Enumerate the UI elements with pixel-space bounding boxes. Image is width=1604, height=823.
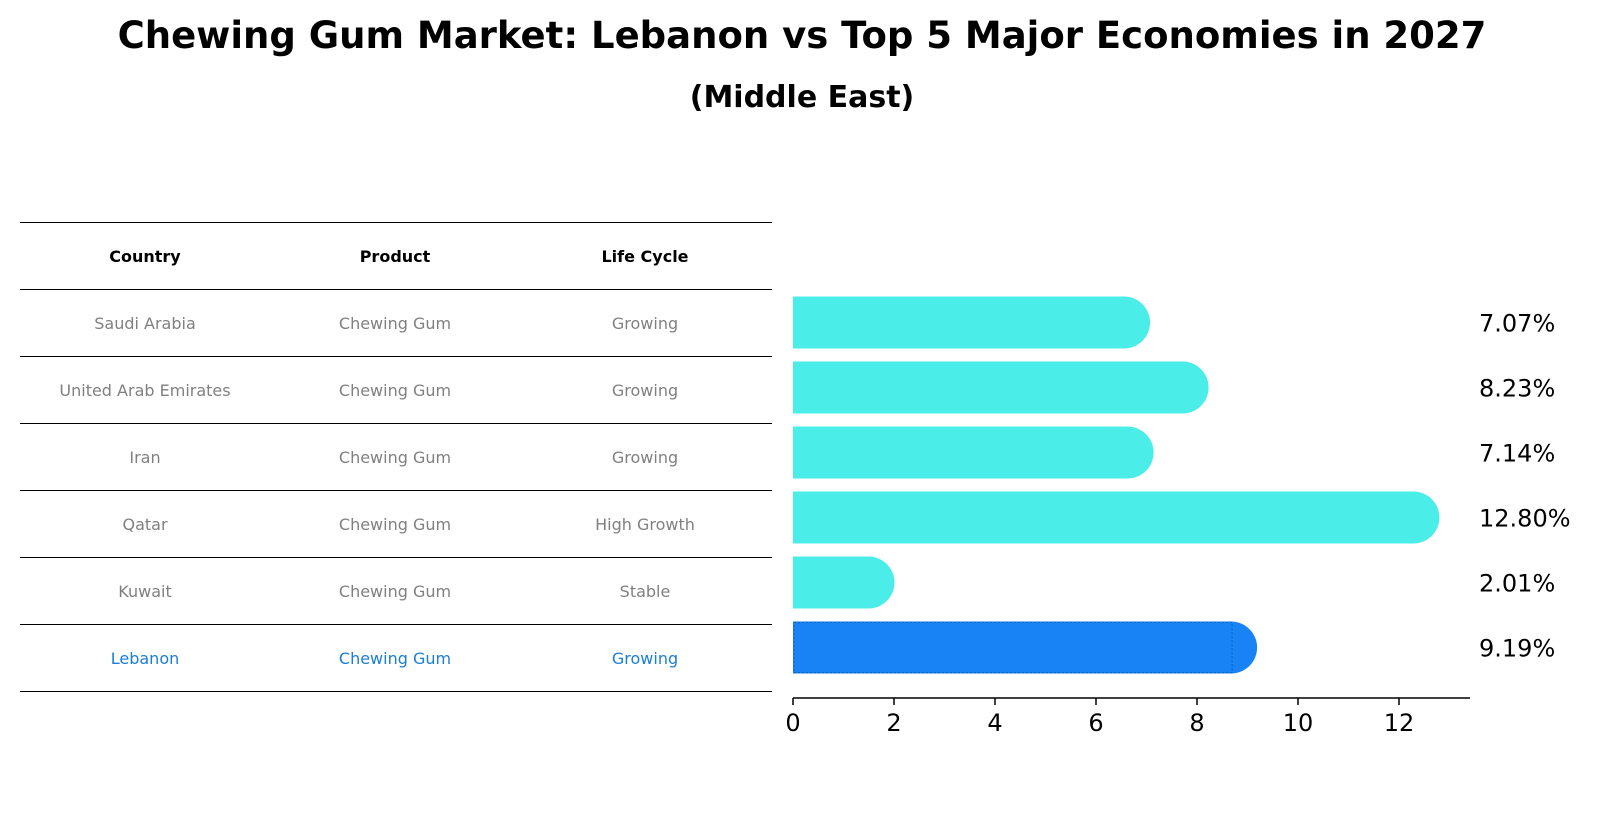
cell-product: Chewing Gum: [338, 447, 452, 467]
cell-product: Chewing Gum: [338, 514, 452, 534]
table-row-highlighted: Lebanon Chewing Gum Growing: [20, 625, 772, 692]
value-label: 8.23%: [1479, 375, 1555, 403]
bar-cap: [1156, 361, 1209, 414]
cell-product: Chewing Gum: [338, 380, 452, 400]
value-label: 7.07%: [1479, 310, 1555, 338]
x-tick-label: 10: [1283, 709, 1314, 737]
x-tick-label: 4: [987, 709, 1002, 737]
cell-product: Chewing Gum: [338, 313, 452, 333]
value-label: 12.80%: [1479, 505, 1571, 533]
cell-life-cycle: Growing: [611, 313, 679, 333]
value-label: 9.19%: [1479, 635, 1555, 663]
cell-life-cycle: Stable: [619, 581, 671, 601]
table-row: Saudi Arabia Chewing Gum Growing: [20, 290, 772, 357]
cell-life-cycle: High Growth: [595, 514, 695, 534]
chart-subtitle: (Middle East): [689, 80, 915, 115]
cell-country: United Arab Emirates: [59, 380, 231, 400]
value-label: 2.01%: [1479, 570, 1555, 598]
header-country: Country: [109, 246, 181, 266]
cell-country: Iran: [129, 447, 161, 467]
data-table: Country Product Life Cycle Saudi Arabia …: [20, 222, 772, 692]
x-tick-label: 0: [785, 709, 800, 737]
cell-life-cycle: Growing: [611, 380, 679, 400]
bar: [793, 296, 1125, 349]
table-header-row: Country Product Life Cycle: [20, 222, 772, 290]
bar-cap: [1387, 491, 1440, 544]
header-life-cycle: Life Cycle: [601, 246, 689, 266]
cell-country: Lebanon: [110, 648, 180, 668]
header-product: Product: [359, 246, 431, 266]
table-row: United Arab Emirates Chewing Gum Growing: [20, 357, 772, 424]
bar: [793, 361, 1183, 414]
bar-cap: [1098, 296, 1151, 349]
x-tick-label: 8: [1189, 709, 1204, 737]
bar: [793, 426, 1128, 479]
bar-cap: [1101, 426, 1154, 479]
bar: [793, 621, 1232, 674]
cell-product: Chewing Gum: [338, 581, 452, 601]
x-tick-label: 6: [1088, 709, 1103, 737]
table-row: Kuwait Chewing Gum Stable: [20, 558, 772, 625]
table-row: Iran Chewing Gum Growing: [20, 424, 772, 491]
cell-life-cycle: Growing: [611, 447, 679, 467]
bar-cap: [1205, 621, 1258, 674]
bar: [793, 491, 1414, 544]
x-tick-label: 12: [1384, 709, 1415, 737]
cell-life-cycle: Growing: [611, 648, 679, 668]
cell-product: Chewing Gum: [338, 648, 452, 668]
x-tick-label: 2: [886, 709, 901, 737]
chart-title: Chewing Gum Market: Lebanon vs Top 5 Maj…: [117, 14, 1487, 57]
bar-cap: [842, 556, 895, 609]
value-label: 7.14%: [1479, 440, 1555, 468]
cell-country: Qatar: [122, 514, 168, 534]
cell-country: Kuwait: [118, 581, 172, 601]
table-row: Qatar Chewing Gum High Growth: [20, 491, 772, 558]
cell-country: Saudi Arabia: [94, 313, 196, 333]
